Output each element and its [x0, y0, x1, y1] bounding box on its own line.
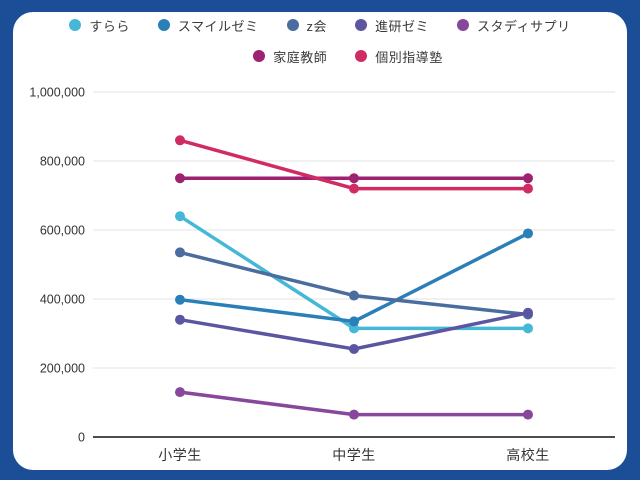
series-point-3-0 [175, 314, 185, 325]
y-tick-label: 800,000 [40, 155, 85, 169]
legend-dot-icon [355, 19, 368, 31]
series-point-0-2 [523, 323, 533, 334]
y-tick-label: 400,000 [40, 293, 85, 307]
legend-item-0: すらら [69, 16, 130, 35]
series-point-6-2 [523, 183, 533, 194]
x-category-label: 小学生 [158, 447, 202, 463]
legend-item-5: 家庭教師 [253, 47, 327, 66]
legend-label: スタディサプリ [477, 18, 571, 34]
series-point-1-0 [175, 294, 185, 305]
legend-label: スマイルゼミ [177, 18, 259, 34]
legend-dot-icon [457, 19, 470, 31]
legend-item-6: 個別指導塾 [355, 47, 443, 66]
series-point-1-1 [349, 316, 359, 327]
legend-row-2: 家庭教師 個別指導塾 [253, 44, 443, 68]
series-point-2-0 [175, 247, 185, 258]
legend-dot-icon [355, 50, 368, 62]
legend-row-1: すらら スマイルゼミ z会 進研ゼミ スタディサプリ [69, 13, 570, 37]
legend-dot-icon [157, 19, 170, 31]
legend-dot-icon [253, 50, 266, 62]
series-point-3-1 [349, 344, 359, 355]
series-line-0 [178, 214, 530, 331]
series-point-4-2 [523, 409, 533, 420]
legend-label: 家庭教師 [273, 49, 328, 65]
series-point-4-0 [175, 387, 185, 398]
chart-legend: すらら スマイルゼミ z会 進研ゼミ スタディサプリ家庭教師 個別指導塾 [0, 13, 640, 68]
legend-item-4: スタディサプリ [457, 16, 571, 35]
y-tick-label: 1,000,000 [29, 86, 85, 100]
legend-label: 進研ゼミ [375, 18, 430, 34]
legend-label: すらら [89, 18, 130, 34]
series-point-6-1 [349, 183, 359, 194]
series-point-5-1 [349, 173, 359, 184]
series-point-1-2 [523, 228, 533, 239]
series-point-0-1 [349, 323, 359, 334]
legend-item-2: z会 [286, 16, 328, 35]
y-tick-label: 0 [78, 431, 85, 445]
legend-item-1: スマイルゼミ [157, 16, 259, 35]
series-point-6-0 [175, 135, 185, 146]
series-point-3-2 [523, 307, 533, 318]
legend-label: z会 [306, 18, 328, 34]
y-tick-label: 200,000 [40, 362, 85, 376]
legend-item-3: 進研ゼミ [355, 16, 429, 35]
legend-dot-icon [69, 19, 82, 31]
legend-label: 個別指導塾 [375, 49, 443, 65]
legend-dot-icon [286, 19, 299, 31]
y-tick-label: 600,000 [40, 224, 85, 238]
series-point-5-0 [175, 173, 185, 184]
chart-card [13, 12, 627, 470]
series-point-4-1 [349, 409, 359, 420]
x-category-label: 高校生 [506, 447, 550, 463]
series-point-5-2 [523, 173, 533, 184]
series-point-0-0 [175, 211, 185, 222]
series-point-2-1 [349, 290, 359, 301]
x-category-label: 中学生 [332, 447, 376, 463]
